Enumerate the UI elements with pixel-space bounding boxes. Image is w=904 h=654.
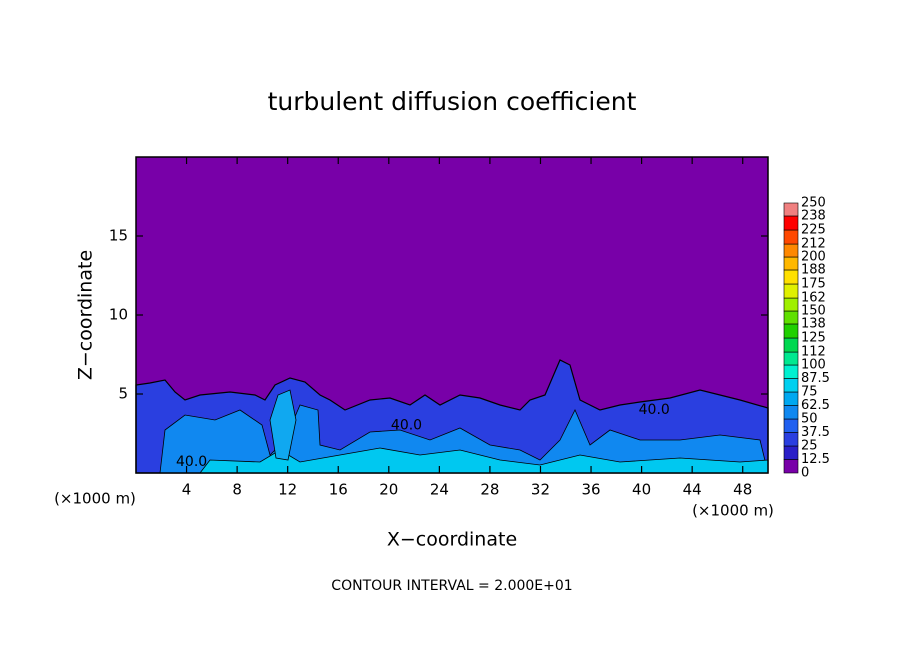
- colorbar-label: 188: [801, 262, 826, 277]
- annotation: CONTOUR INTERVAL = 2.000E+01: [331, 578, 572, 594]
- contour-label: 40.0: [639, 402, 670, 418]
- colorbar-label: 212: [801, 237, 826, 252]
- colorbar-label: 25: [801, 439, 818, 454]
- colorbar-label: 162: [801, 291, 826, 306]
- colorbar-swatch: [783, 215, 799, 231]
- colorbar-swatch: [783, 459, 799, 474]
- colorbar-swatch: [783, 364, 799, 379]
- colorbar-label: 138: [801, 316, 826, 331]
- colorbar-swatch: [783, 323, 799, 339]
- colorbar-label: 225: [801, 223, 826, 238]
- x-tick-label: 24: [430, 481, 449, 499]
- field-region: [269, 389, 297, 461]
- colorbar-label: 75: [801, 385, 818, 400]
- colorbar-swatch: [783, 351, 799, 366]
- contour-label: 40.0: [391, 418, 422, 434]
- field: [135, 157, 769, 474]
- x-tick-label: 20: [379, 481, 398, 499]
- colorbar-swatch: [783, 378, 799, 393]
- colorbar-label: 125: [801, 331, 826, 346]
- colorbar-swatch: [783, 310, 799, 325]
- colorbar-label: 12.5: [801, 452, 830, 467]
- y-unit-label: (×1000 m): [54, 490, 136, 508]
- y-tick-label: 15: [109, 227, 128, 245]
- colorbar-label: 112: [801, 345, 826, 360]
- y-tick-label: 10: [109, 306, 128, 324]
- colorbar-swatch: [783, 337, 799, 353]
- colorbar-swatch: [783, 202, 799, 217]
- colorbar-swatch: [783, 445, 799, 460]
- x-tick-label: 48: [733, 481, 752, 499]
- x-tick-label: 12: [278, 481, 297, 499]
- x-tick-label: 32: [531, 481, 550, 499]
- colorbar-swatch: [783, 418, 799, 433]
- y-tick-label: 5: [118, 385, 128, 403]
- colorbar-label: 37.5: [801, 425, 830, 440]
- colorbar-label: 250: [801, 196, 826, 211]
- colorbar-swatch: [783, 297, 799, 312]
- colorbar-swatch: [783, 391, 799, 406]
- x-tick-label: 44: [683, 481, 702, 499]
- x-tick-label: 8: [232, 481, 242, 499]
- colorbar-label: 50: [801, 412, 818, 427]
- x-tick-label: 16: [329, 481, 348, 499]
- colorbar-label: 100: [801, 358, 826, 373]
- colorbar-swatch: [783, 269, 799, 285]
- colorbar-swatch: [783, 432, 799, 447]
- x-unit-label: (×1000 m): [692, 502, 774, 520]
- x-tick-label: 4: [182, 481, 192, 499]
- colorbar-swatch: [783, 243, 799, 258]
- field-region: [159, 404, 769, 474]
- x-tick-label: 40: [632, 481, 651, 499]
- contour-label: 40.0: [176, 454, 207, 470]
- colorbar-label: 87.5: [801, 371, 830, 386]
- x-axis-label: X−coordinate: [387, 529, 517, 551]
- colorbar-label: 200: [801, 250, 826, 265]
- colorbar-label: 175: [801, 277, 826, 292]
- colorbar-swatch: [783, 283, 799, 299]
- chart-title: turbulent diffusion coefficient: [268, 87, 637, 116]
- colorbar-label: 0: [801, 466, 809, 481]
- colorbar-swatch: [783, 405, 799, 420]
- x-tick-label: 36: [581, 481, 600, 499]
- colorbar-label: 150: [801, 304, 826, 319]
- colorbar-swatch: [783, 256, 799, 271]
- x-tick-label: 28: [480, 481, 499, 499]
- colorbar-swatch: [783, 229, 799, 245]
- y-axis-label: Z−coordinate: [75, 250, 97, 380]
- colorbar-label: 62.5: [801, 398, 830, 413]
- colorbar-label: 238: [801, 208, 826, 223]
